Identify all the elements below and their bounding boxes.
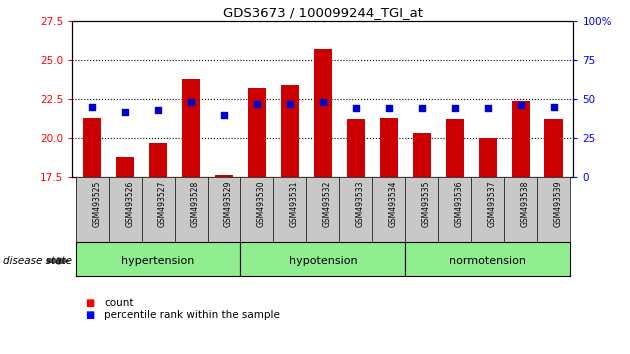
Point [318, 99, 328, 105]
Text: GSM493529: GSM493529 [224, 180, 233, 227]
Text: ■: ■ [85, 298, 94, 308]
Point [153, 107, 163, 113]
Bar [346, 119, 365, 177]
Point [87, 104, 97, 110]
Text: GSM493525: GSM493525 [92, 180, 101, 227]
Bar [314, 49, 332, 177]
Text: GSM493533: GSM493533 [356, 180, 365, 227]
Bar [149, 143, 167, 177]
Bar [445, 119, 464, 177]
Bar [215, 176, 233, 177]
Text: GSM493532: GSM493532 [323, 180, 332, 227]
Text: GSM493535: GSM493535 [421, 180, 431, 227]
Bar [116, 157, 134, 177]
Point [483, 105, 493, 111]
Text: hypertension: hypertension [122, 256, 195, 266]
Text: GSM493536: GSM493536 [455, 180, 464, 227]
Text: GSM493538: GSM493538 [520, 180, 530, 227]
Bar [512, 101, 530, 177]
Bar [281, 85, 299, 177]
Point [450, 105, 460, 111]
Point [351, 105, 361, 111]
Point [515, 103, 525, 108]
Point [549, 104, 559, 110]
Point [384, 105, 394, 111]
Text: hypotension: hypotension [289, 256, 357, 266]
Text: disease state: disease state [3, 256, 72, 266]
Text: GSM493526: GSM493526 [125, 180, 134, 227]
Text: GSM493531: GSM493531 [290, 180, 299, 227]
Point [120, 109, 130, 114]
Text: GSM493530: GSM493530 [257, 180, 266, 227]
Point [285, 101, 295, 107]
Text: percentile rank within the sample: percentile rank within the sample [104, 310, 280, 320]
Bar [479, 138, 496, 177]
Bar [182, 79, 200, 177]
Bar [544, 119, 563, 177]
Point [219, 112, 229, 118]
Text: normotension: normotension [449, 256, 526, 266]
Text: count: count [104, 298, 134, 308]
Text: ■: ■ [85, 310, 94, 320]
Bar [380, 118, 398, 177]
Text: GSM493528: GSM493528 [191, 180, 200, 227]
Text: GSM493537: GSM493537 [488, 180, 496, 227]
Text: GSM493534: GSM493534 [389, 180, 398, 227]
Text: GSM493527: GSM493527 [158, 180, 167, 227]
Bar [248, 88, 266, 177]
Bar [413, 133, 431, 177]
Text: GSM493539: GSM493539 [554, 180, 563, 227]
Point [252, 101, 262, 107]
Point [186, 99, 196, 105]
Bar [83, 118, 101, 177]
Point [416, 105, 427, 111]
Title: GDS3673 / 100099244_TGI_at: GDS3673 / 100099244_TGI_at [223, 6, 423, 19]
